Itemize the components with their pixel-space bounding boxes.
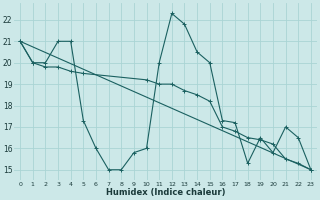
X-axis label: Humidex (Indice chaleur): Humidex (Indice chaleur): [106, 188, 225, 197]
